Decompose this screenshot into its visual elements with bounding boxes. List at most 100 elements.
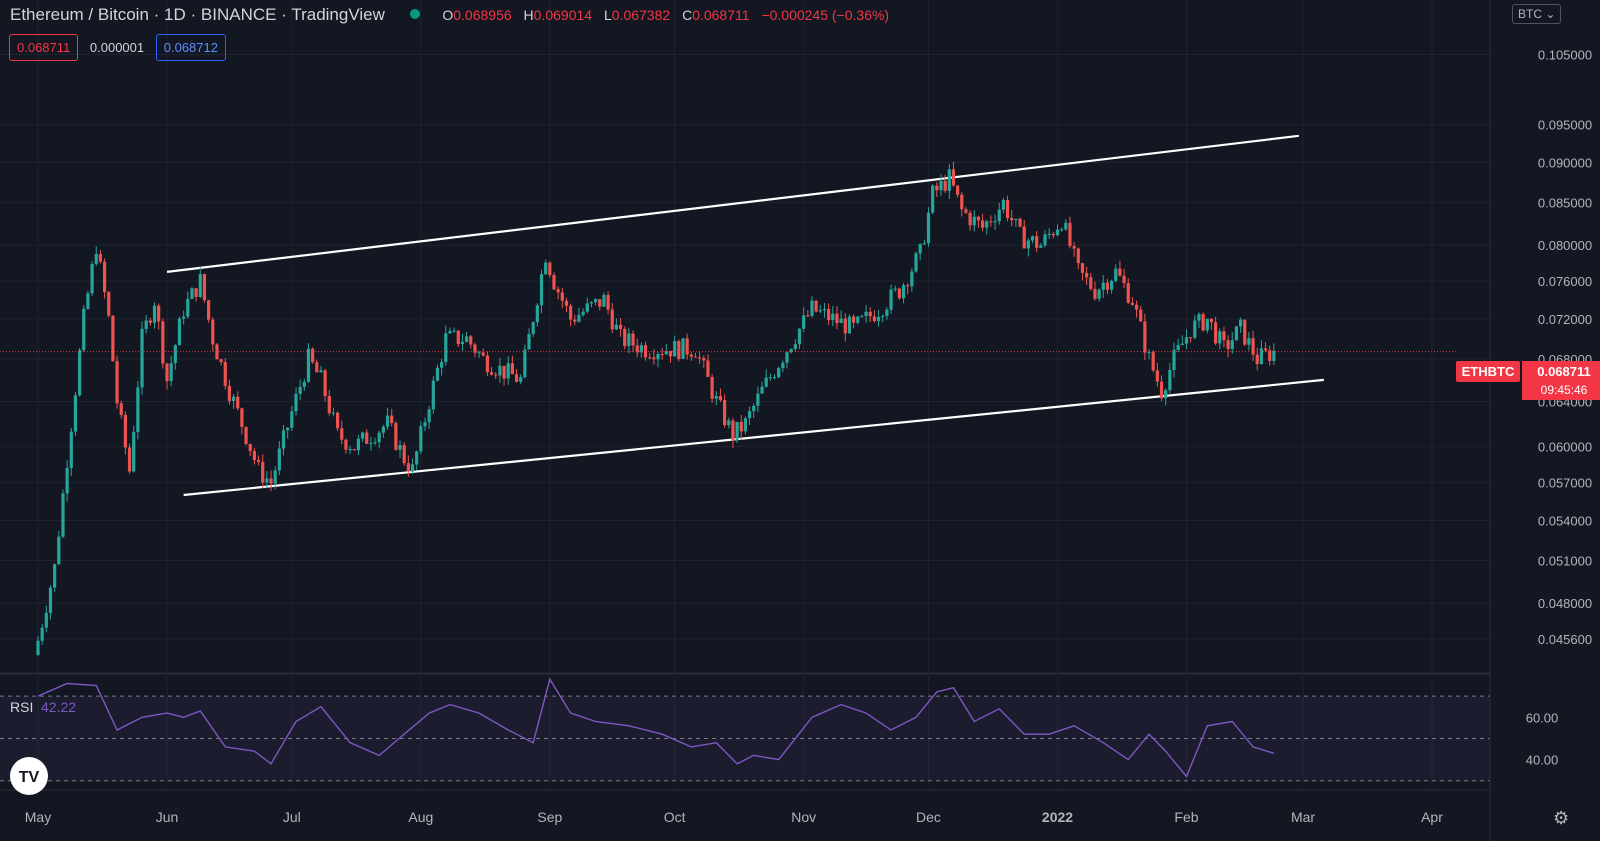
candle-body bbox=[477, 352, 481, 354]
buy-price-button[interactable]: 0.068712 bbox=[155, 34, 226, 61]
candle-body bbox=[1126, 283, 1130, 303]
candle-body bbox=[419, 426, 423, 452]
candle-body bbox=[344, 439, 348, 450]
candle-body bbox=[1130, 302, 1134, 305]
candle-body bbox=[664, 350, 668, 355]
candle-body bbox=[785, 352, 789, 363]
candle-body bbox=[1193, 320, 1197, 338]
time-axis[interactable]: May Jun Jul Aug Sep Oct Nov Dec 2022 Feb Mar Apr bbox=[25, 809, 1443, 825]
candle-body bbox=[777, 368, 781, 378]
rsi-line bbox=[37, 677, 1275, 778]
candle-body bbox=[1226, 340, 1230, 349]
market-status-icon[interactable] bbox=[409, 9, 420, 19]
candle-body bbox=[627, 333, 631, 347]
candle-body bbox=[207, 300, 211, 320]
candle-body bbox=[539, 274, 544, 306]
x-tick-label: Dec bbox=[916, 809, 941, 825]
header-sep-3: · bbox=[281, 5, 287, 24]
candle-body bbox=[1093, 288, 1097, 299]
y-tick-label: 0.057000 bbox=[1538, 476, 1592, 491]
candle-body bbox=[1176, 344, 1180, 350]
candle-body bbox=[452, 330, 456, 332]
settings-gear-icon[interactable]: ⚙ bbox=[1553, 808, 1570, 828]
candle-body bbox=[169, 363, 173, 382]
candle-body bbox=[610, 309, 614, 330]
x-tick-label: Aug bbox=[408, 809, 433, 825]
candle-body bbox=[968, 212, 972, 226]
candle-body bbox=[1039, 245, 1043, 248]
candle-body bbox=[739, 421, 743, 432]
candle-body bbox=[78, 350, 82, 396]
candle-body bbox=[752, 405, 756, 412]
candle-body bbox=[348, 449, 352, 451]
candle-body bbox=[194, 288, 198, 297]
price-axis[interactable]: 0.105000 0.095000 0.090000 0.085000 0.080000… bbox=[1489, 0, 1600, 841]
candle-body bbox=[652, 357, 656, 360]
rsi-label[interactable]: RSI 42.22 bbox=[10, 699, 76, 715]
interval[interactable]: 1D bbox=[164, 5, 186, 24]
candle-body bbox=[964, 209, 968, 213]
candle-body bbox=[598, 299, 602, 307]
candle-body bbox=[743, 418, 748, 432]
candle-body bbox=[286, 427, 290, 431]
candle-body bbox=[573, 319, 577, 322]
y-tick-label: 0.072000 bbox=[1538, 312, 1592, 327]
candle-body bbox=[577, 314, 581, 322]
candle-body bbox=[731, 420, 735, 441]
candle-body bbox=[1151, 352, 1155, 371]
candle-body bbox=[747, 411, 752, 419]
header-sep-2: · bbox=[190, 5, 197, 24]
candle-body bbox=[1097, 289, 1101, 299]
candle-body bbox=[102, 261, 107, 293]
candle-body bbox=[1230, 340, 1234, 349]
sell-price-button[interactable]: 0.068711 bbox=[9, 34, 79, 61]
candle-body bbox=[768, 377, 772, 379]
x-tick-label: 2022 bbox=[1042, 809, 1073, 825]
candle-body bbox=[831, 313, 835, 321]
currency-button[interactable]: BTC ⌄ bbox=[1512, 4, 1562, 24]
candle-body bbox=[431, 380, 435, 410]
candle-body bbox=[423, 422, 427, 427]
ohlc-change: −0.000245 (−0.36%) bbox=[761, 7, 890, 23]
candle-body bbox=[847, 316, 852, 334]
candle-body bbox=[606, 295, 610, 310]
candle-body bbox=[1184, 337, 1189, 344]
grid-lines bbox=[0, 0, 1600, 791]
candle-body bbox=[1043, 234, 1047, 246]
candle-body bbox=[57, 536, 61, 565]
y-tick-label: 0.080000 bbox=[1538, 238, 1592, 253]
candle-body bbox=[781, 362, 785, 369]
candle-body bbox=[410, 464, 415, 472]
candle-body bbox=[265, 478, 269, 483]
symbol-name[interactable]: Ethereum / Bitcoin bbox=[10, 5, 149, 24]
candle-body bbox=[810, 300, 814, 316]
candle-body bbox=[1143, 321, 1147, 353]
candle-body bbox=[856, 316, 860, 323]
candle-body bbox=[843, 318, 847, 334]
rsi-label-name: RSI bbox=[10, 699, 33, 715]
candle-body bbox=[1205, 318, 1209, 331]
candle-body bbox=[1085, 272, 1089, 278]
candle-body bbox=[1072, 246, 1076, 249]
spread-value: 0.000001 bbox=[89, 40, 145, 55]
candle-body bbox=[65, 467, 69, 494]
candle-body bbox=[514, 374, 519, 382]
candle-body bbox=[1076, 248, 1080, 264]
candle-body bbox=[381, 426, 385, 433]
candle-body bbox=[298, 386, 302, 394]
candle-body bbox=[385, 415, 390, 427]
candle-body bbox=[589, 302, 594, 304]
y-tick-label: 0.060000 bbox=[1538, 440, 1592, 455]
candle-body bbox=[1238, 319, 1243, 327]
tradingview-logo[interactable]: TV bbox=[10, 757, 48, 795]
candle-body bbox=[315, 362, 319, 373]
channel-lines[interactable] bbox=[166, 134, 1324, 497]
candle-body bbox=[1255, 354, 1259, 365]
candle-body bbox=[727, 420, 731, 426]
candle-body bbox=[581, 311, 585, 315]
candle-body bbox=[789, 348, 793, 353]
candle-body bbox=[1018, 218, 1022, 227]
candle-body bbox=[182, 316, 186, 319]
candle-body bbox=[885, 309, 889, 316]
